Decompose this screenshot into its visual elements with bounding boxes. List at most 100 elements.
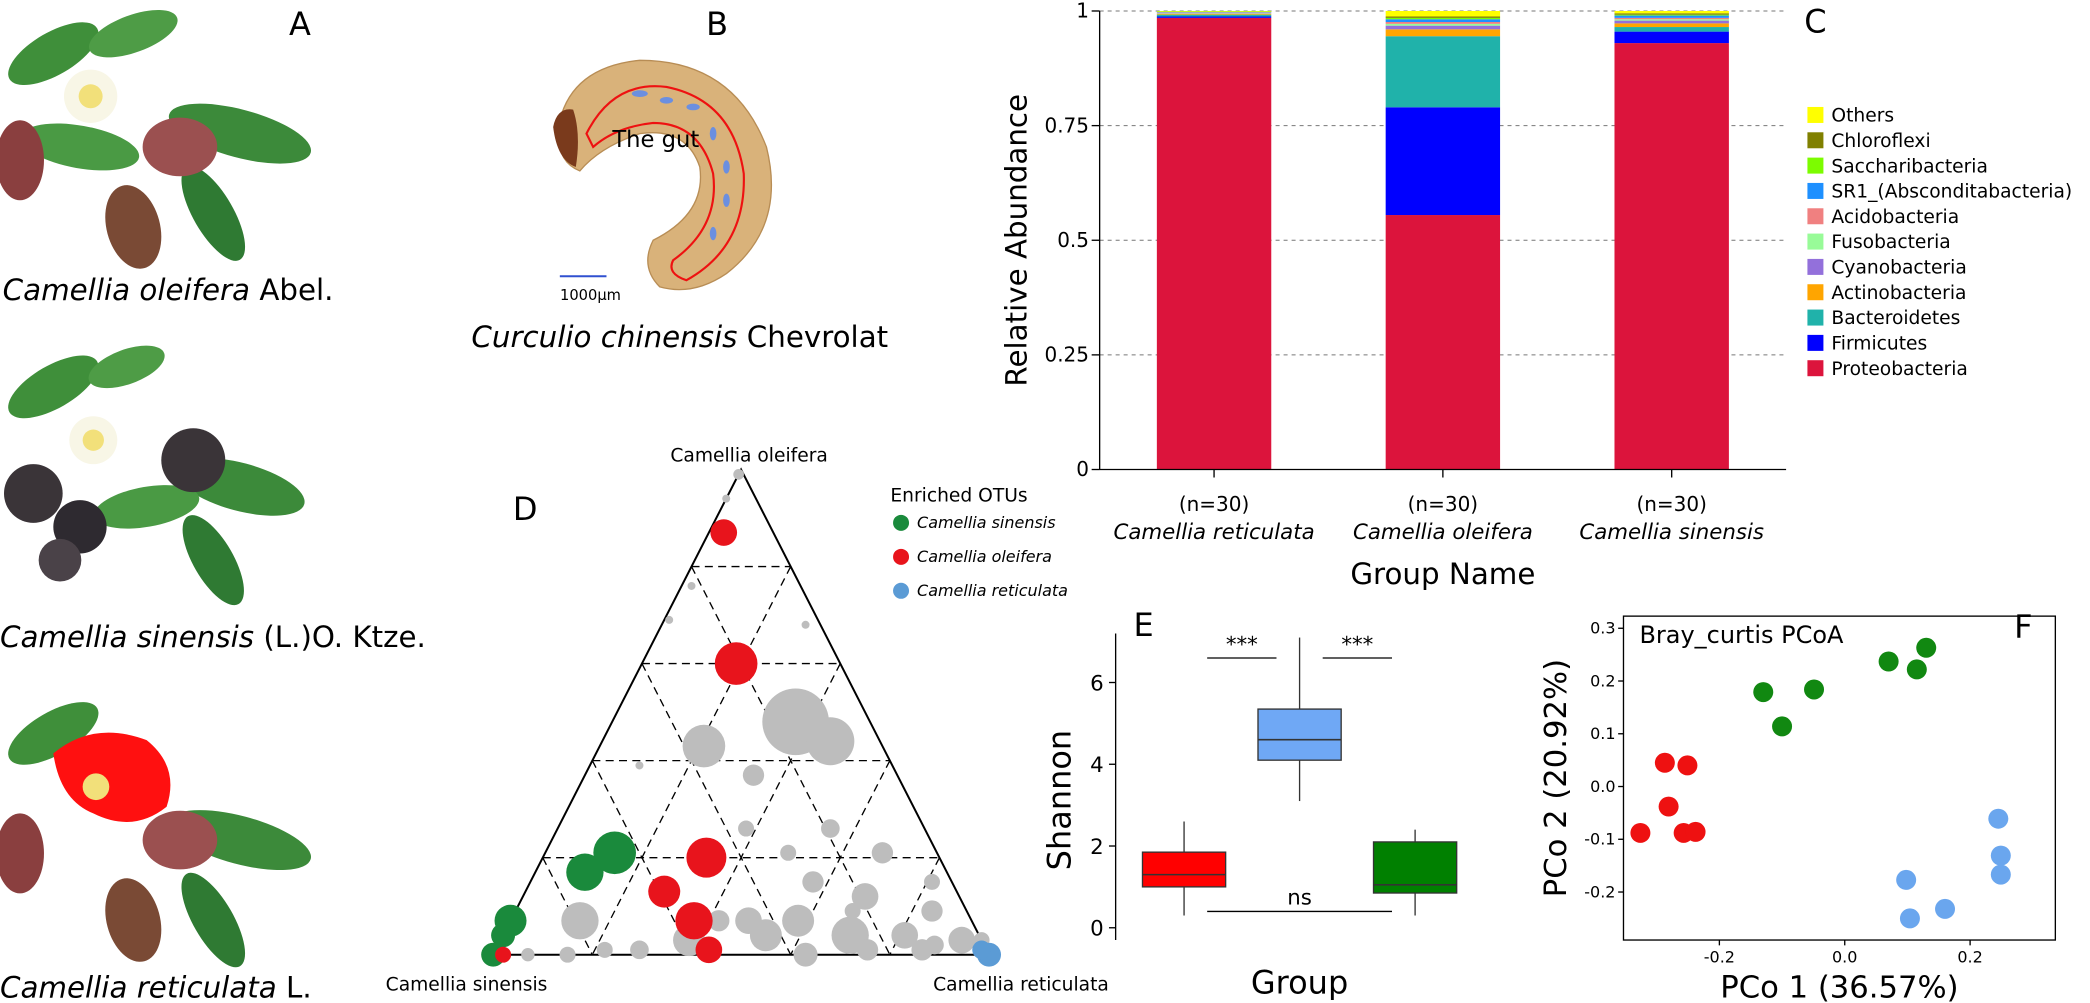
x-tick-label: Camellia sinensis — [1579, 520, 1764, 545]
legend-label: Cyanobacteria — [1831, 258, 1966, 279]
panel-label: A — [289, 5, 311, 43]
authority: Chevrolat — [747, 320, 888, 354]
otu-point — [521, 948, 535, 962]
legend-swatch — [1807, 258, 1824, 275]
bar-segment — [1385, 21, 1501, 24]
y-tick-label: 0.3 — [1590, 619, 1615, 638]
x-axis-label: Group Name — [1350, 557, 1535, 591]
legend-swatch — [1807, 132, 1824, 149]
otu-point — [687, 581, 696, 590]
point — [1990, 845, 2011, 866]
panel-label: D — [513, 490, 538, 528]
point — [1658, 796, 1679, 817]
grid-line — [889, 857, 941, 955]
bar-segment — [1614, 31, 1729, 44]
point — [1654, 752, 1675, 773]
legend-label: Camellia sinensis — [917, 513, 1056, 532]
caption: Camellia sinensis (L.)O. Ktze. — [0, 620, 426, 654]
legend-swatch — [893, 514, 910, 531]
legend-swatch — [1807, 182, 1824, 199]
y-tick-label: -0.2 — [1584, 882, 1615, 901]
y-tick-label: 6 — [1090, 672, 1104, 697]
y-axis-label: Shannon — [1040, 730, 1078, 870]
plant-oleifera — [0, 9, 312, 269]
bar-segment — [1614, 23, 1729, 28]
bar-segment — [1385, 10, 1501, 17]
grid-line — [542, 857, 593, 955]
plant-sinensis — [3, 345, 305, 606]
bar-segment — [1385, 36, 1501, 108]
otu-point — [710, 519, 738, 546]
otu-point — [948, 926, 976, 954]
otu-point — [802, 871, 824, 893]
grid-line — [591, 760, 693, 955]
otu-point — [871, 842, 894, 864]
legend-label: Camellia reticulata — [917, 581, 1068, 600]
y-tick-label: 0.75 — [1044, 113, 1089, 137]
legend-label: Fusobacteria — [1831, 232, 1950, 253]
chart-title: Bray_curtis PCoA — [1639, 621, 1844, 649]
bar-segment — [1156, 13, 1272, 15]
otu-point — [665, 615, 674, 624]
bar-segment — [1385, 29, 1501, 37]
category-note: (n=30) — [1179, 492, 1249, 516]
vertex-label: Camellia reticulata — [933, 975, 1109, 996]
y-tick-label: -0.1 — [1584, 830, 1615, 849]
legend-swatch — [1807, 208, 1824, 225]
triangle — [491, 467, 991, 956]
point — [1630, 822, 1651, 843]
otu-point — [561, 902, 599, 940]
point — [1878, 651, 1899, 672]
vertex-label: Camellia sinensis — [386, 975, 548, 996]
point — [1753, 682, 1774, 703]
legend-label: Acidobacteria — [1831, 207, 1959, 228]
otu-point — [714, 642, 758, 685]
bar-segment — [1614, 43, 1729, 470]
otu-point — [793, 942, 818, 967]
bar-segment — [1156, 14, 1272, 17]
species: Camellia oleifera — [3, 273, 250, 307]
otu-point — [635, 761, 644, 770]
point — [1772, 716, 1793, 737]
legend-label: Others — [1831, 106, 1894, 127]
x-axis-label: Group — [1251, 963, 1348, 1001]
grid-line — [790, 760, 891, 955]
point — [1990, 864, 2011, 885]
authority: (L.)O. Ktze. — [263, 620, 425, 654]
species: Curculio chinensis — [471, 320, 737, 354]
legend-swatch — [1807, 360, 1824, 377]
otu-point — [780, 844, 797, 861]
legend-label: Camellia oleifera — [917, 547, 1052, 566]
category-note: (n=30) — [1408, 492, 1478, 516]
x-tick-label: -0.2 — [1704, 948, 1735, 967]
vertex-label: Camellia oleifera — [670, 446, 827, 467]
otu-point — [891, 921, 919, 949]
panel-label: B — [706, 5, 728, 43]
legend-label: Saccharibacteria — [1831, 156, 1988, 177]
otu-point — [559, 946, 576, 963]
authority: L. — [286, 970, 312, 1003]
y-tick-label: 0 — [1076, 457, 1089, 481]
y-tick-label: 0.5 — [1057, 228, 1089, 252]
otu-point — [844, 903, 861, 920]
legend-label: Chloroflexi — [1831, 131, 1930, 152]
grid-line — [641, 663, 792, 955]
otu-point — [851, 883, 879, 910]
otu-point — [735, 907, 762, 935]
bar-segment — [1385, 107, 1501, 216]
point — [1988, 808, 2009, 829]
plot-frame — [1622, 615, 2057, 941]
otu-point — [596, 941, 613, 958]
box — [1257, 708, 1342, 761]
significance-label: ns — [1287, 886, 1312, 911]
caption: Curculio chinensis Chevrolat — [471, 320, 888, 354]
caption: Camellia oleifera Abel. — [3, 273, 334, 307]
bar-segment — [1385, 23, 1501, 26]
point — [1916, 637, 1937, 658]
legend-title: Enriched OTUs — [890, 486, 1027, 507]
otu-point — [821, 819, 840, 838]
category-note: (n=30) — [1636, 492, 1706, 516]
x-axis-label: PCo 1 (36.57%) — [1720, 970, 1958, 1003]
point — [1896, 869, 1917, 890]
plant-reticulata — [0, 702, 312, 968]
